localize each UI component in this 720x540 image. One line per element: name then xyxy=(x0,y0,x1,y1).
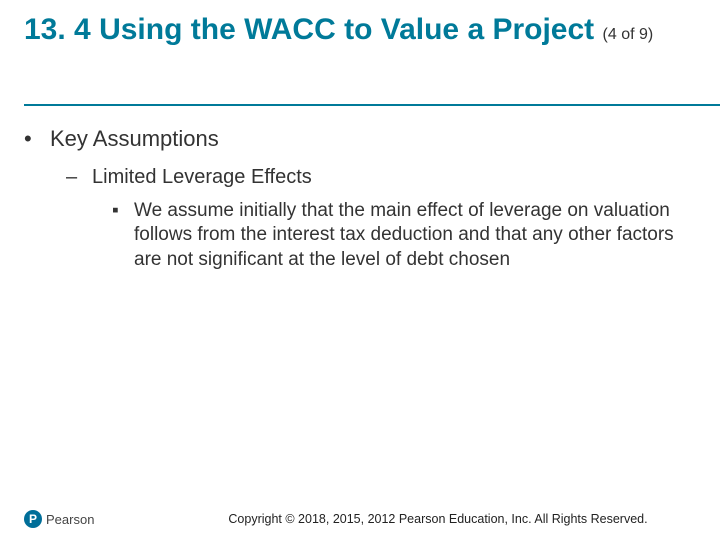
bullet-level-1-text: Key Assumptions xyxy=(50,126,219,152)
bullet-level-3-text: We assume initially that the main effect… xyxy=(134,199,696,272)
title-section-number: 13. 4 xyxy=(24,13,91,46)
bullet-level-1: • Key Assumptions xyxy=(24,126,696,152)
bullet-dot-icon: • xyxy=(24,126,50,152)
bullet-level-2-text: Limited Leverage Effects xyxy=(92,166,312,189)
title-pager: (4 of 9) xyxy=(603,26,654,43)
pearson-logo-text: Pearson xyxy=(46,512,94,527)
copyright-text: Copyright © 2018, 2015, 2012 Pearson Edu… xyxy=(180,512,696,526)
pearson-logo: P Pearson xyxy=(24,510,94,528)
slide-title: 13. 4 Using the WACC to Value a Project … xyxy=(24,12,696,48)
title-text: Using the WACC to Value a Project xyxy=(99,13,594,46)
square-bullet-icon: ▪ xyxy=(112,199,134,272)
bullet-level-3: ▪ We assume initially that the main effe… xyxy=(112,199,696,272)
slide-body: • Key Assumptions – Limited Leverage Eff… xyxy=(24,126,696,272)
slide: 13. 4 Using the WACC to Value a Project … xyxy=(0,0,720,540)
dash-icon: – xyxy=(66,166,92,189)
bullet-level-2: – Limited Leverage Effects xyxy=(66,166,696,189)
title-divider xyxy=(24,104,720,106)
pearson-logo-mark-icon: P xyxy=(24,510,42,528)
